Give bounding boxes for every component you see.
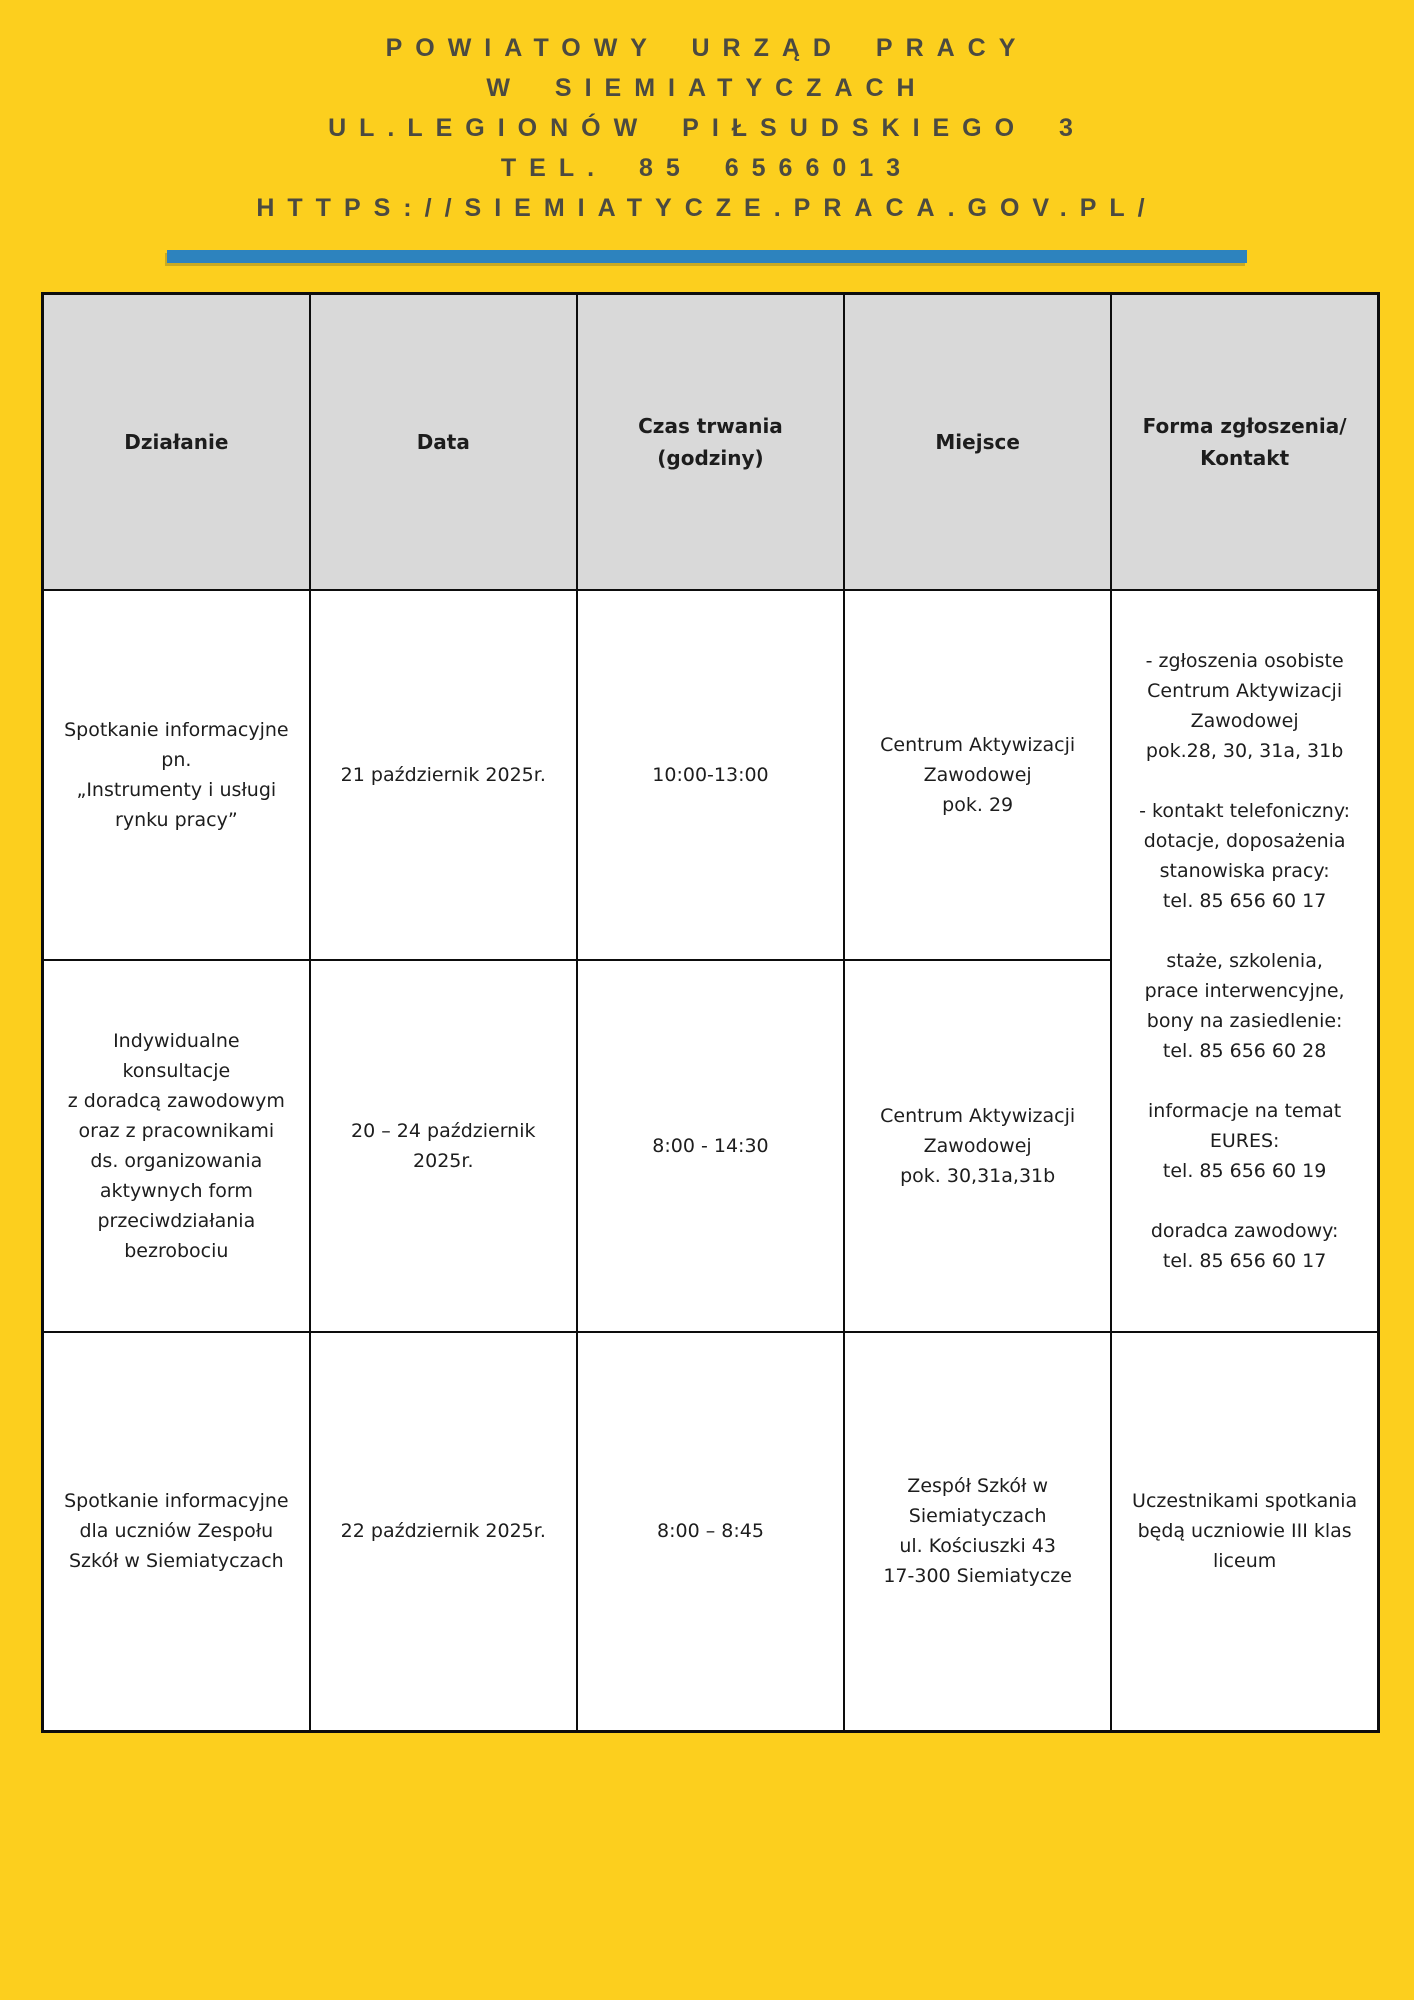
cell-czas: 10:00-13:00 [575,588,846,961]
cell-czas: 8:00 - 14:30 [575,958,846,1333]
org-phone-line: TEL. 85 6566013 [500,154,914,182]
col-header-miejsce: Miejsce [843,292,1113,591]
col-header-dzialanie: Działanie [41,292,311,591]
cell-miejsce: Centrum Aktywizacji Zawodowej pok. 29 [843,588,1113,961]
cell-forma-merged: - zgłoszenia osobiste Centrum Aktywizacj… [1110,588,1380,1333]
cell-dzialanie: Spotkanie informacyjne dla uczniów Zespo… [41,1330,311,1733]
cell-forma: Uczestnikami spotkania będą uczniowie II… [1110,1330,1380,1733]
col-header-czas-trwania: Czas trwania (godziny) [575,292,846,591]
col-header-forma-zgloszenia: Forma zgłoszenia/ Kontakt [1110,292,1380,591]
schedule-table: Działanie Data Czas trwania (godziny) Mi… [41,292,1380,1733]
cell-miejsce: Zespół Szkół w Siemiatyczach ul. Kościus… [843,1330,1113,1733]
cell-data: 22 październik 2025r. [308,1330,578,1733]
cell-dzialanie: Indywidualne konsultacje z doradcą zawod… [41,958,311,1333]
col-header-data: Data [308,292,578,591]
accent-bar [167,250,1247,263]
cell-czas: 8:00 – 8:45 [575,1330,846,1733]
org-address-line: UL.LEGIONÓW PIŁSUDSKIEGO 3 [328,114,1086,142]
cell-miejsce: Centrum Aktywizacji Zawodowej pok. 30,31… [843,958,1113,1333]
org-url-line: HTTPS://SIEMIATYCZE.PRACA.GOV.PL/ [256,194,1158,222]
cell-data: 21 październik 2025r. [308,588,578,961]
table-row-2: Indywidualne konsultacje z doradcą zawod… [41,958,1379,1333]
table-header-row: Działanie Data Czas trwania (godziny) Mi… [41,292,1380,591]
org-city-line: W SIEMIATYCZACH [486,74,928,102]
cell-dzialanie: Spotkanie informacyjne pn. „Instrumenty … [41,588,311,961]
table-row-3: Spotkanie informacyjne dla uczniów Zespo… [41,1330,1380,1733]
page-header: POWIATOWY URZĄD PRACY W SIEMIATYCZACH UL… [0,0,1414,263]
table-row-1: Spotkanie informacyjne pn. „Instrumenty … [41,588,1380,1333]
cell-data: 20 – 24 październik 2025r. [308,958,578,1333]
org-name-line: POWIATOWY URZĄD PRACY [385,34,1029,62]
